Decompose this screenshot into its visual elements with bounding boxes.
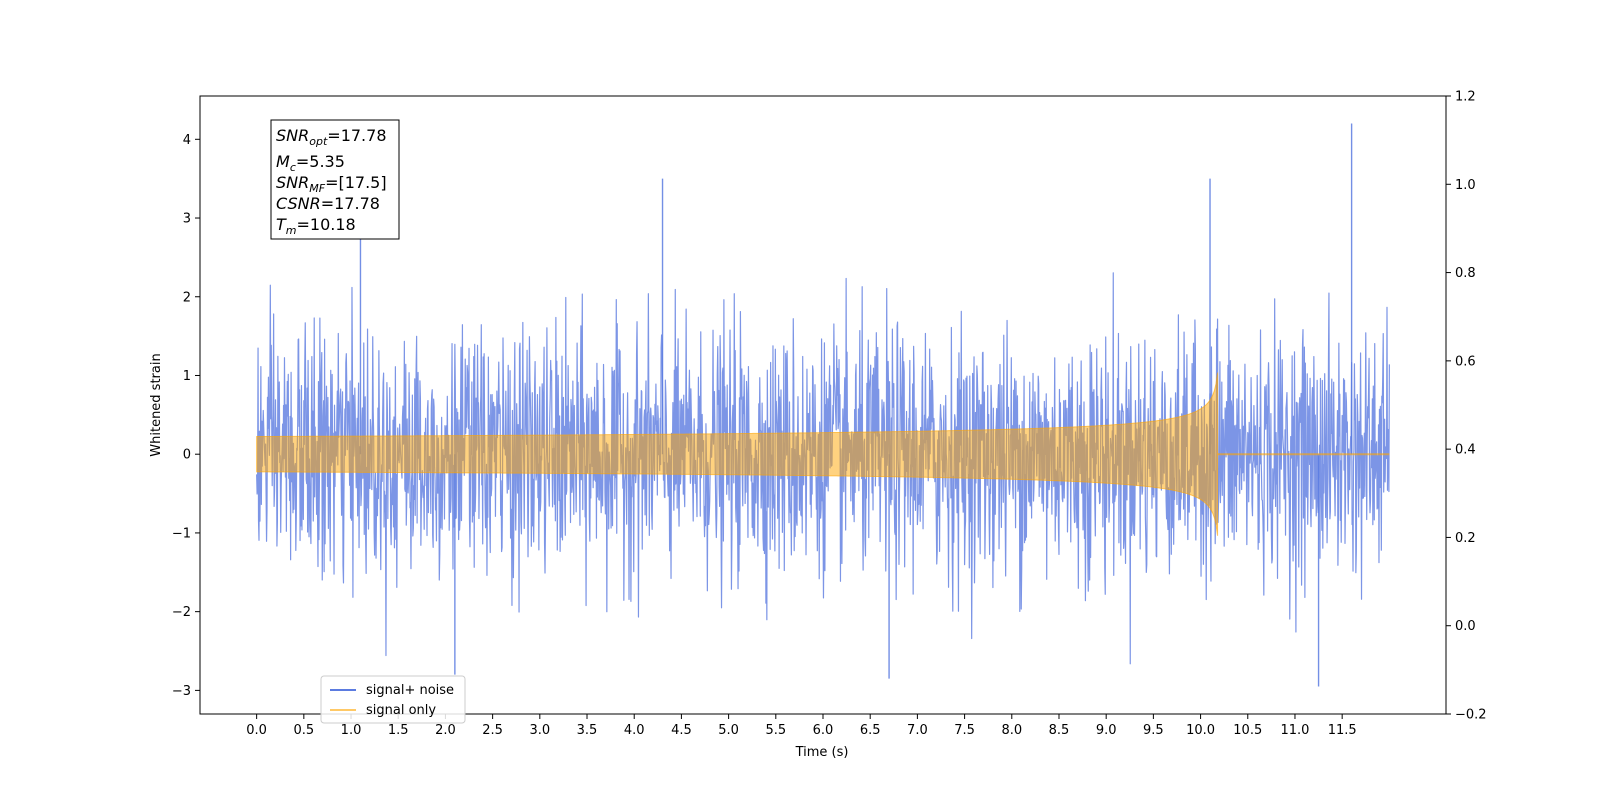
x-tick-label-20: 10.0 [1186,723,1215,738]
x-tick-label-2: 1.0 [341,723,362,738]
annotation-line-csnr: CSNR=17.78 [276,194,380,213]
legend-label-signal-noise: signal+ noise [366,683,454,698]
x-axis-label: Time (s) [795,745,849,760]
x-tick-label-4: 2.0 [435,723,456,738]
annotation-line-mc: Mc=5.35 [276,152,345,174]
x-tick-label-23: 11.5 [1328,723,1357,738]
y-tick-label-2: −1 [172,526,191,541]
legend-label-signal-only: signal only [366,703,436,718]
x-tick-label-18: 9.0 [1096,723,1117,738]
x-tick-label-15: 7.5 [954,723,975,738]
y2-tick-label-6: 1.0 [1455,178,1476,193]
y2-tick-label-4: 0.6 [1455,354,1476,369]
y-tick-label-7: 4 [183,133,191,148]
x-tick-label-16: 8.0 [1001,723,1022,738]
x-tick-label-19: 9.5 [1143,723,1164,738]
y2-tick-label-1: 0.0 [1455,619,1476,634]
y2-tick-label-5: 0.8 [1455,266,1476,281]
y-tick-label-5: 2 [183,290,191,305]
x-tick-label-8: 4.0 [624,723,645,738]
x-tick-label-12: 6.0 [813,723,834,738]
x-tick-label-13: 6.5 [860,723,881,738]
y2-tick-label-7: 1.2 [1455,90,1476,105]
x-tick-label-6: 3.0 [529,723,550,738]
x-tick-label-0: 0.0 [246,723,267,738]
y-tick-label-0: −3 [172,684,191,699]
x-tick-label-9: 4.5 [671,723,692,738]
series-signal-only-envelope [256,372,1219,536]
x-tick-label-22: 11.0 [1280,723,1309,738]
x-tick-label-1: 0.5 [293,723,314,738]
x-tick-label-14: 7.0 [907,723,928,738]
y2-tick-label-3: 0.4 [1455,443,1476,458]
x-tick-label-10: 5.0 [718,723,739,738]
annotation-line-snr-opt: SNRopt=17.78 [276,126,387,148]
x-tick-label-7: 3.5 [577,723,598,738]
annotation-line-tm: Tm=10.18 [276,215,356,237]
x-tick-label-21: 10.5 [1233,723,1262,738]
y-tick-label-1: −2 [172,605,191,620]
y-tick-label-6: 3 [183,212,191,227]
x-tick-label-17: 8.5 [1049,723,1070,738]
y-tick-label-4: 1 [183,369,191,384]
x-tick-label-5: 2.5 [482,723,503,738]
y2-tick-label-2: 0.2 [1455,531,1476,546]
y-tick-label-3: 0 [183,448,191,463]
annotation-line-snr-mf: SNRMF=[17.5] [276,173,387,195]
annotation-box: SNRopt=17.78 Mc=5.35 SNRMF=[17.5] CSNR=1… [270,119,400,240]
legend: signal+ noise signal only [320,675,466,724]
y2-tick-label-0: −0.2 [1455,708,1487,723]
x-tick-label-3: 1.5 [388,723,409,738]
x-tick-label-11: 5.5 [765,723,786,738]
y-axis-label: Whitened strain [149,353,164,456]
